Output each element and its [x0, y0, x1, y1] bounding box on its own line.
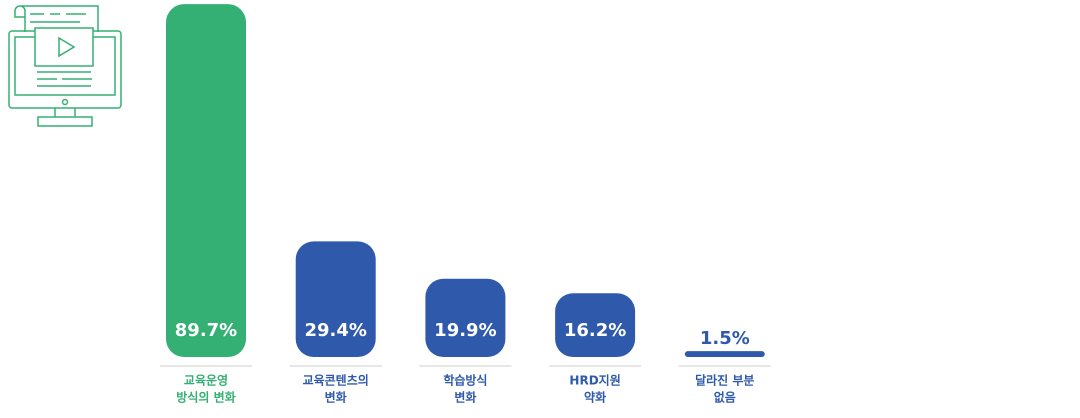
value-label: 29.4% — [304, 320, 366, 341]
x-tick-label: 변화 — [325, 390, 347, 405]
x-tick-label: 약화 — [584, 390, 606, 405]
x-tick-label: 교육콘텐츠의 — [303, 373, 369, 388]
x-tick-label: 변화 — [454, 390, 476, 405]
icon — [8, 5, 122, 127]
x-tick-label: 학습방식 — [443, 373, 487, 388]
value-label: 16.2% — [564, 320, 626, 341]
x-tick-label: 교육운영 — [184, 373, 228, 388]
value-label: 1.5% — [700, 328, 750, 349]
value-label: 89.7% — [175, 320, 237, 341]
bar — [555, 293, 636, 357]
bar — [684, 351, 765, 357]
x-tick-label: 방식의 변화 — [176, 390, 235, 405]
bar — [425, 278, 506, 357]
x-tick-label: 달라진 부분 — [695, 373, 754, 388]
bar — [166, 4, 246, 358]
x-tick-label: 없음 — [714, 390, 736, 405]
x-tick-label: HRD지원 — [569, 373, 620, 388]
value-label: 19.9% — [434, 320, 496, 341]
bar — [295, 241, 376, 357]
